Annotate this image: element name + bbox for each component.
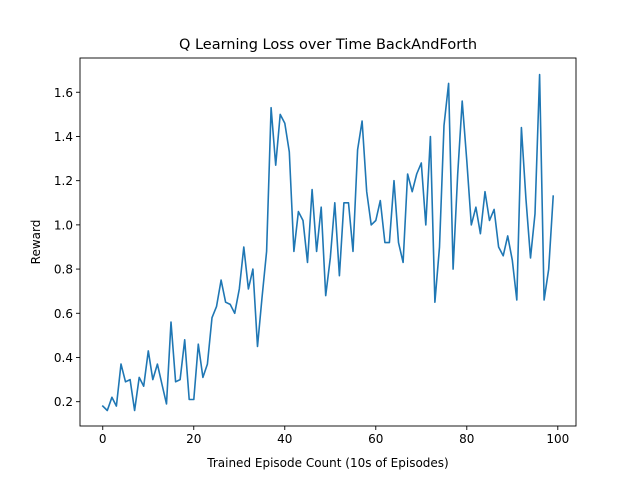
x-axis: 0 20 40 60 80 100 [99,426,569,446]
x-tick-label: 100 [546,432,569,446]
series-line [101,73,555,412]
y-tick-label: 0.6 [54,307,73,321]
y-tick-label: 1.0 [54,218,73,232]
x-tick-label: 80 [459,432,474,446]
plot-area [79,57,577,427]
x-tick-label: 60 [368,432,383,446]
x-axis-label: Trained Episode Count (10s of Episodes) [206,456,448,470]
y-axis: 0.2 0.4 0.6 0.8 1.0 1.2 1.4 1.6 [54,86,80,409]
y-tick-label: 1.6 [54,86,73,100]
y-tick-label: 1.4 [54,130,73,144]
y-axis-label: Reward [29,220,43,265]
y-tick-label: 0.8 [54,263,73,277]
axes-frame [79,57,577,427]
y-tick-label: 1.2 [54,174,73,188]
x-tick-label: 0 [99,432,107,446]
y-tick-label: 0.2 [54,395,73,409]
x-tick-label: 20 [186,432,201,446]
x-tick-label: 40 [277,432,292,446]
y-tick-label: 0.4 [54,351,73,365]
chart-title: Q Learning Loss over Time BackAndForth [179,37,477,53]
